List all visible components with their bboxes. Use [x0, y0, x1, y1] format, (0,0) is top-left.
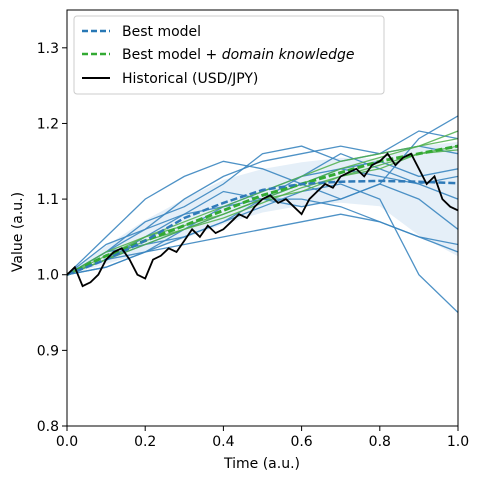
domain-knowledge-sample-line-13: [67, 130, 458, 276]
best-model-sample-line-10: [67, 213, 458, 276]
x-tick-label: 0.2: [134, 434, 156, 450]
y-tick-label: 1.1: [37, 192, 59, 208]
series-group: [67, 115, 458, 313]
legend-domain-label: Best model + domain knowledge: [122, 47, 354, 63]
legend: Best model Best model + domain knowledge…: [73, 15, 385, 95]
x-tick-label: 0.0: [56, 434, 78, 450]
best-model-sample-line-3: [67, 115, 458, 276]
best-model-mean-line: [67, 179, 458, 276]
x-tick-label: 0.8: [369, 434, 391, 450]
y-tick-label: 1.0: [37, 268, 59, 284]
y-tick-label: 1.3: [37, 41, 59, 57]
legend-historical-label: Historical (USD/JPY): [122, 71, 258, 87]
axes-frame: [66, 9, 459, 427]
legend-domain-label-plain: Best model +: [122, 47, 222, 63]
y-tick-label: 0.8: [37, 419, 59, 435]
best-model-sample-line-4: [67, 130, 458, 276]
x-tick-label: 0.4: [212, 434, 234, 450]
uncertainty-band: [67, 141, 458, 275]
legend-domain-label-italic: domain knowledge: [222, 47, 355, 63]
plot-area: [67, 115, 458, 313]
historical-line: [67, 152, 458, 288]
x-tick-label: 0.6: [290, 434, 312, 450]
x-tick-label: 1.0: [447, 434, 469, 450]
x-axis-label: Time (a.u.): [223, 456, 300, 472]
y-axis-label: Value (a.u.): [10, 192, 26, 272]
axes: 0.0 0.2 0.4 0.6 0.8 1.0 0.8 0.9 1.0 1.1 1.2 1.3: [37, 9, 469, 450]
best-model-sample-line-11: [67, 183, 458, 313]
legend-box: [73, 15, 385, 95]
y-tick-label: 0.9: [37, 343, 59, 359]
legend-best-model-label: Best model: [122, 24, 201, 40]
y-tick-label: 1.2: [37, 116, 59, 132]
